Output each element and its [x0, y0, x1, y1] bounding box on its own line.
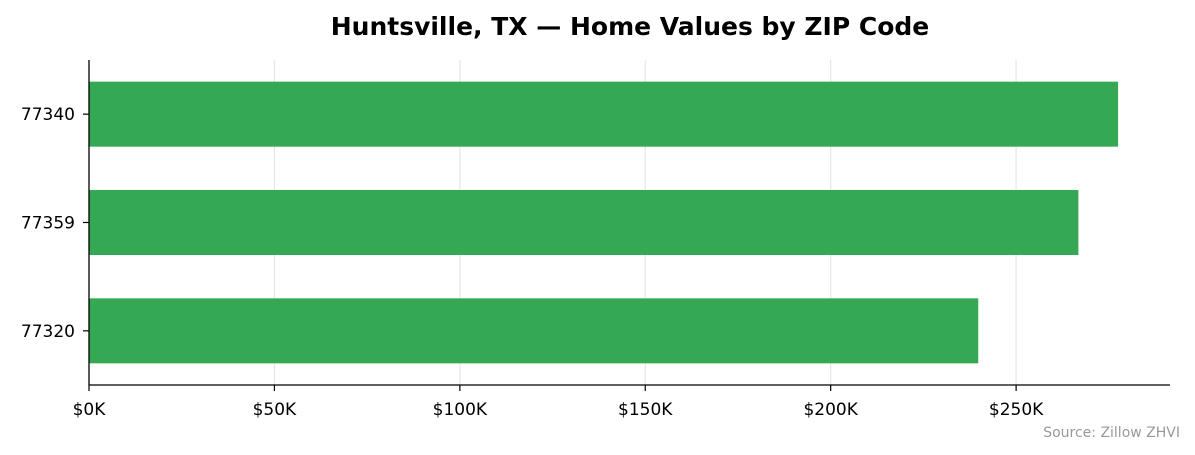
chart-title: Huntsville, TX — Home Values by ZIP Code: [331, 12, 930, 41]
bar-77340: [89, 81, 1119, 147]
x-tick-label: $200K: [803, 400, 858, 420]
y-tick-label: 77340: [21, 105, 75, 125]
y-tick-label: 77359: [21, 214, 75, 234]
bar-77359: [89, 190, 1079, 255]
bar-77320: [89, 298, 979, 364]
x-tick-label: $0K: [73, 400, 107, 420]
x-tick-label: $250K: [989, 400, 1044, 420]
y-tick-label: 77320: [21, 322, 75, 342]
source-note: Source: Zillow ZHVI: [1043, 425, 1180, 441]
bars: [89, 81, 1119, 364]
x-ticks: $0K $50K $100K $150K $200K $250K: [73, 385, 1044, 420]
x-tick-label: $100K: [433, 400, 488, 420]
x-tick-label: $50K: [253, 400, 297, 420]
x-tick-label: $150K: [618, 400, 673, 420]
y-ticks: 77340 77359 77320: [21, 105, 89, 342]
